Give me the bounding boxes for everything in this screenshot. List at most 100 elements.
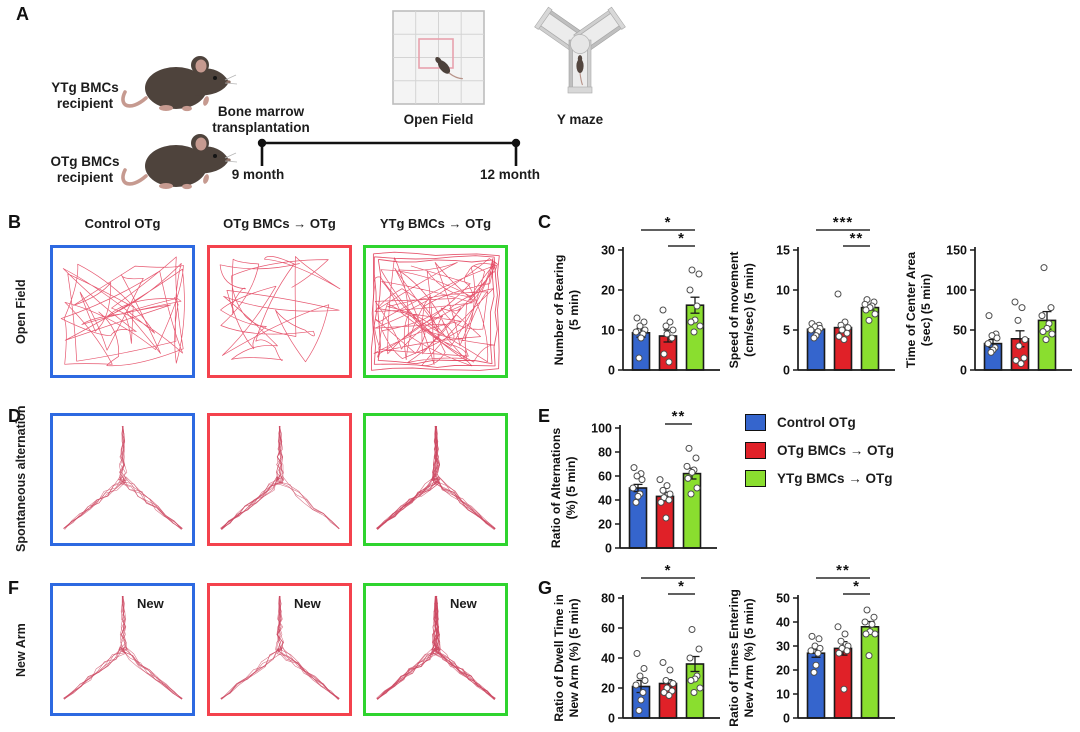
svg-text:80: 80 <box>601 592 615 606</box>
new-arm-tag: New <box>450 596 477 611</box>
spontaneous-alternation-row-label: Spontaneous alternation <box>14 405 28 552</box>
track-plot <box>376 595 496 700</box>
svg-text:0: 0 <box>608 712 615 726</box>
panel-d-label: D <box>8 406 21 426</box>
panel-c-label: C <box>538 212 551 232</box>
track-box-newarm-otg: New <box>207 583 352 716</box>
svg-text:New Arm (%) (5 min): New Arm (%) (5 min) <box>742 598 756 717</box>
panel-e-label: E <box>538 406 551 426</box>
svg-text:*: * <box>665 562 672 579</box>
svg-text:Number of Rearing: Number of Rearing <box>552 255 566 366</box>
legend-item-ytg: YTg BMCs → OTg <box>745 470 894 487</box>
svg-text:60: 60 <box>598 470 612 484</box>
track-plot <box>370 251 501 371</box>
legend-label-otg: OTg BMCs → OTg <box>777 443 894 458</box>
mouse-top-label-line1: YTg BMCs <box>51 80 119 95</box>
track-box-alternation-control <box>50 413 195 546</box>
track-box-newarm-ytg: New <box>363 583 508 716</box>
track-box-alternation-ytg <box>363 413 508 546</box>
svg-text:40: 40 <box>601 652 615 666</box>
y-maze-icon <box>534 6 626 94</box>
mouse-bottom-label: OTg BMCs recipient <box>30 154 140 187</box>
svg-text:*: * <box>678 230 685 247</box>
track-plot <box>63 595 183 700</box>
legend-item-control: Control OTg <box>745 414 894 431</box>
timeline-end-label: 12 month <box>479 167 540 182</box>
track-plot <box>60 256 185 367</box>
legend: Control OTg OTg BMCs → OTg YTg BMCs → OT… <box>745 414 894 487</box>
chart-time-of-center-area: 0 50 100 150 Time of Center Area (sec) (5 min… <box>904 244 1072 378</box>
track-plot <box>219 256 341 363</box>
mouse-bottom-label-line1: OTg BMCs <box>50 154 120 169</box>
svg-text:0: 0 <box>783 364 790 378</box>
svg-text:150: 150 <box>946 244 967 258</box>
openfield-row-label: Open Field <box>14 279 28 344</box>
transplant-label-line1: Bone marrow <box>217 104 305 119</box>
svg-text:(%) (5 min): (%) (5 min) <box>564 457 578 520</box>
svg-text:0: 0 <box>783 712 790 726</box>
svg-text:10: 10 <box>776 688 790 702</box>
panel-g-label: G <box>538 578 553 598</box>
y-maze-caption: Y maze <box>556 112 604 127</box>
svg-text:**: ** <box>836 562 850 579</box>
transplant-label-line2: transplantation <box>212 120 310 136</box>
svg-text:100: 100 <box>946 284 967 298</box>
legend-label-ytg: YTg BMCs → OTg <box>777 471 893 486</box>
track-plot <box>220 595 340 700</box>
chart-speed-of-movement: 0 5 10 15 Speed of movement (cm/sec) (5 min) *… <box>727 214 895 378</box>
svg-text:40: 40 <box>598 494 612 508</box>
timeline-graphic <box>257 138 521 166</box>
svg-text:10: 10 <box>776 284 790 298</box>
svg-text:Time of Center Area: Time of Center Area <box>904 252 918 368</box>
svg-text:40: 40 <box>776 616 790 630</box>
svg-text:Ratio of Times Entering: Ratio of Times Entering <box>727 589 741 727</box>
svg-text:50: 50 <box>776 592 790 606</box>
column-header-control: Control OTg <box>84 216 161 231</box>
svg-text:80: 80 <box>598 446 612 460</box>
svg-text:**: ** <box>850 230 864 247</box>
mouse-top-label-line2: recipient <box>56 96 114 112</box>
new-arm-row-label: New Arm <box>14 623 28 678</box>
svg-text:(cm/sec) (5 min): (cm/sec) (5 min) <box>742 263 756 357</box>
svg-text:*: * <box>678 578 685 595</box>
y-maze-mouse <box>576 55 584 86</box>
legend-swatch-ytg <box>745 470 766 487</box>
panel-b-label: B <box>8 212 21 232</box>
svg-text:Ratio of Dwell Time in: Ratio of Dwell Time in <box>552 594 566 722</box>
svg-text:50: 50 <box>953 324 967 338</box>
open-field-caption: Open Field <box>403 112 474 127</box>
mouse-icon-top <box>121 56 238 112</box>
svg-text:15: 15 <box>776 244 790 258</box>
svg-text:(5 min): (5 min) <box>567 290 581 330</box>
panel-f-label: F <box>8 578 19 598</box>
track-box-alternation-otg <box>207 413 352 546</box>
new-arm-tag: New <box>294 596 321 611</box>
column-header-otg: OTg BMCs → OTg <box>223 216 336 231</box>
track-plot <box>376 425 496 530</box>
track-box-openfield-control <box>50 245 195 378</box>
svg-text:Speed of movement: Speed of movement <box>727 252 741 369</box>
svg-text:30: 30 <box>776 640 790 654</box>
legend-label-control: Control OTg <box>777 415 856 430</box>
new-arm-tag: New <box>137 596 164 611</box>
svg-text:*: * <box>853 578 860 595</box>
svg-text:10: 10 <box>601 324 615 338</box>
svg-text:0: 0 <box>608 364 615 378</box>
timeline-start-label: 9 month <box>231 167 285 182</box>
svg-text:0: 0 <box>960 364 967 378</box>
chart-number-of-rearing: 0 10 20 30 Number of Rearing (5 min) * * <box>552 214 720 378</box>
legend-swatch-control <box>745 414 766 431</box>
svg-text:**: ** <box>672 408 686 425</box>
mouse-bottom-label-line2: recipient <box>56 170 114 186</box>
svg-text:100: 100 <box>591 422 612 436</box>
svg-text:New Arm (%) (5 min): New Arm (%) (5 min) <box>567 598 581 717</box>
column-header-ytg: YTg BMCs → OTg <box>379 216 492 231</box>
legend-swatch-otg <box>745 442 766 459</box>
chart-dwell-time-new-arm: 0 20 40 60 80 Ratio of Dwell Time in New Arm (… <box>552 562 720 726</box>
svg-text:20: 20 <box>601 284 615 298</box>
svg-text:20: 20 <box>601 682 615 696</box>
svg-text:***: *** <box>833 214 854 231</box>
mouse-icon-bottom <box>121 134 238 190</box>
open-field-icon <box>392 10 485 105</box>
